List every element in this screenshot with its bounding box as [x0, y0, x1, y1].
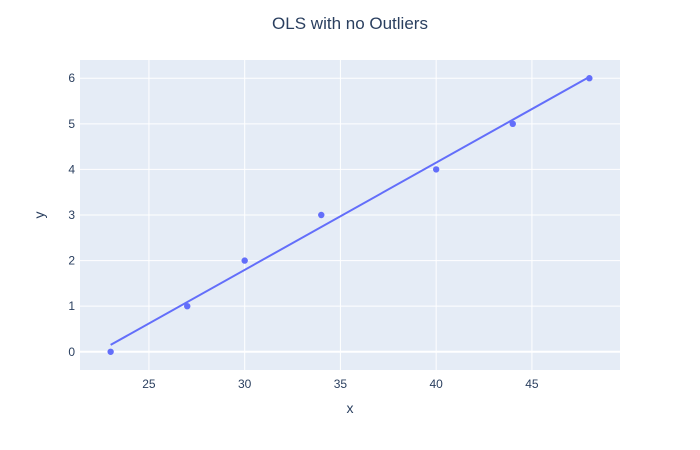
data-point-1: [184, 302, 191, 310]
regression-line: [110, 75, 590, 346]
data-point-4: [432, 166, 440, 173]
data-point-5: [509, 120, 516, 128]
y-tick-label-4: 4: [68, 162, 75, 176]
x-tick-labels: 25 30 35 40 45: [142, 377, 539, 391]
y-tick-label-2: 2: [68, 254, 75, 268]
y-tick-labels: 0 1 2 3 4 5 6: [68, 71, 75, 359]
y-tick-label-3: 3: [68, 208, 75, 222]
x-tick-label-25: 25: [142, 377, 156, 391]
data-point-2: [241, 257, 248, 264]
data-point-0: [107, 348, 114, 355]
y-tick-label-1: 1: [68, 299, 75, 313]
grid-lines: [80, 60, 620, 370]
data-point-6: [586, 75, 593, 82]
x-axis-title: x: [347, 400, 354, 416]
x-tick-label-40: 40: [429, 377, 443, 391]
x-tick-label-45: 45: [525, 377, 539, 391]
y-axis-title: y: [31, 212, 47, 219]
y-tick-label-0: 0: [68, 345, 75, 359]
chart-title: OLS with no Outliers: [272, 14, 428, 33]
x-tick-label-35: 35: [334, 377, 348, 391]
y-tick-label-5: 5: [68, 117, 75, 131]
regression-line-layer: [110, 75, 590, 346]
data-points-layer: [107, 75, 593, 355]
y-tick-label-6: 6: [68, 71, 75, 85]
x-tick-label-30: 30: [238, 377, 252, 391]
data-point-3: [318, 211, 325, 219]
